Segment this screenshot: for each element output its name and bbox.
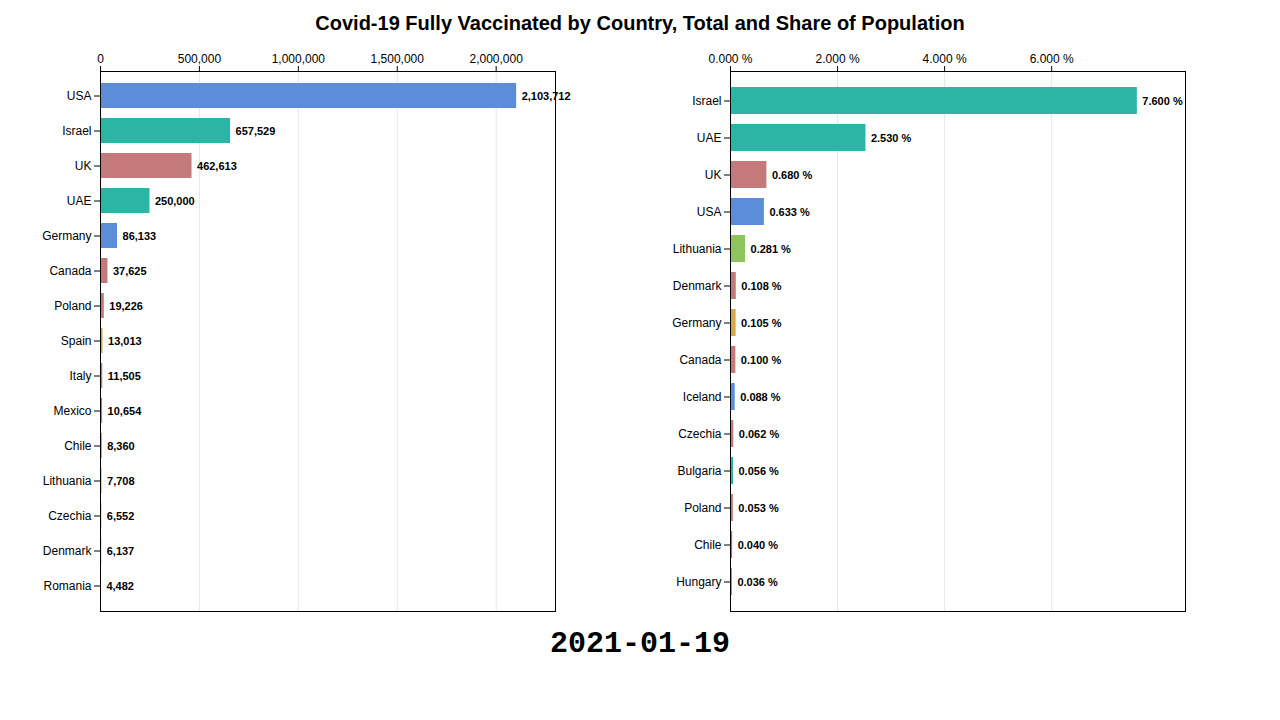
svg-text:Hungary: Hungary — [676, 575, 721, 589]
svg-text:Canada: Canada — [49, 264, 91, 278]
svg-text:Chile: Chile — [64, 439, 92, 453]
html-text:2021-01-19: 2021-01-19 — [550, 627, 730, 661]
svg-text:500,000: 500,000 — [178, 52, 222, 66]
svg-text:Spain: Spain — [61, 334, 92, 348]
svg-text:0.062 %: 0.062 % — [739, 428, 780, 440]
svg-text:Germany: Germany — [42, 229, 91, 243]
svg-text:Poland: Poland — [54, 299, 91, 313]
svg-text:8,360: 8,360 — [107, 440, 135, 452]
svg-text:657,529: 657,529 — [236, 125, 276, 137]
svg-text:2,103,712: 2,103,712 — [522, 90, 571, 102]
svg-text:Lithuania: Lithuania — [43, 474, 92, 488]
svg-text:Italy: Italy — [69, 369, 91, 383]
svg-text:UAE: UAE — [697, 131, 722, 145]
svg-text:Chile: Chile — [694, 538, 722, 552]
svg-text:2.530 %: 2.530 % — [871, 132, 912, 144]
svg-text:UK: UK — [75, 159, 92, 173]
svg-text:Poland: Poland — [684, 501, 721, 515]
svg-text:1,000,000: 1,000,000 — [272, 52, 326, 66]
svg-text:UK: UK — [705, 168, 722, 182]
svg-text:4,482: 4,482 — [106, 580, 134, 592]
svg-text:6,137: 6,137 — [107, 545, 135, 557]
svg-text:7.600 %: 7.600 % — [1142, 95, 1183, 107]
svg-text:0.036 %: 0.036 % — [737, 576, 778, 588]
svg-text:0.633 %: 0.633 % — [769, 206, 810, 218]
svg-text:Romania: Romania — [43, 579, 91, 593]
svg-text:10,654: 10,654 — [108, 405, 143, 417]
svg-text:2,000,000: 2,000,000 — [469, 52, 523, 66]
svg-text:UAE: UAE — [67, 194, 92, 208]
svg-text:Denmark: Denmark — [673, 279, 723, 293]
svg-text:Canada: Canada — [679, 353, 721, 367]
svg-text:Czechia: Czechia — [678, 427, 722, 441]
svg-text:Denmark: Denmark — [43, 544, 93, 558]
svg-text:0.100 %: 0.100 % — [741, 354, 782, 366]
svg-text:0.000 %: 0.000 % — [708, 52, 752, 66]
svg-text:Israel: Israel — [692, 94, 721, 108]
svg-text:4.000 %: 4.000 % — [923, 52, 967, 66]
svg-text:Mexico: Mexico — [53, 404, 91, 418]
svg-text:Lithuania: Lithuania — [673, 242, 722, 256]
svg-text:7,708: 7,708 — [107, 475, 135, 487]
svg-text:Bulgaria: Bulgaria — [677, 464, 721, 478]
svg-text:0.680 %: 0.680 % — [772, 169, 813, 181]
svg-text:2.000 %: 2.000 % — [816, 52, 860, 66]
svg-text:0.105 %: 0.105 % — [741, 317, 782, 329]
svg-text:6,552: 6,552 — [107, 510, 135, 522]
svg-text:1,500,000: 1,500,000 — [371, 52, 425, 66]
svg-text:0.281 %: 0.281 % — [751, 243, 792, 255]
svg-text:USA: USA — [67, 89, 92, 103]
svg-text:Czechia: Czechia — [48, 509, 92, 523]
svg-text:13,013: 13,013 — [108, 335, 142, 347]
svg-text:0.108 %: 0.108 % — [741, 280, 782, 292]
svg-text:462,613: 462,613 — [197, 160, 237, 172]
svg-text:6.000 %: 6.000 % — [1030, 52, 1074, 66]
svg-text:19,226: 19,226 — [109, 300, 143, 312]
svg-text:Germany: Germany — [672, 316, 721, 330]
svg-text:Iceland: Iceland — [683, 390, 722, 404]
svg-text:0.088 %: 0.088 % — [740, 391, 781, 403]
svg-text:Israel: Israel — [62, 124, 91, 138]
svg-text:250,000: 250,000 — [155, 195, 195, 207]
svg-text:0.053 %: 0.053 % — [738, 502, 779, 514]
svg-text:86,133: 86,133 — [123, 230, 157, 242]
svg-text:11,505: 11,505 — [108, 370, 141, 382]
svg-text:0.056 %: 0.056 % — [738, 465, 779, 477]
svg-text:USA: USA — [697, 205, 722, 219]
html-text:Covid-19 Fully Vaccinated by C: Covid-19 Fully Vaccinated by Country, To… — [315, 12, 965, 34]
svg-text:37,625: 37,625 — [113, 265, 147, 277]
svg-text:0: 0 — [97, 52, 104, 66]
svg-text:0.040 %: 0.040 % — [738, 539, 779, 551]
